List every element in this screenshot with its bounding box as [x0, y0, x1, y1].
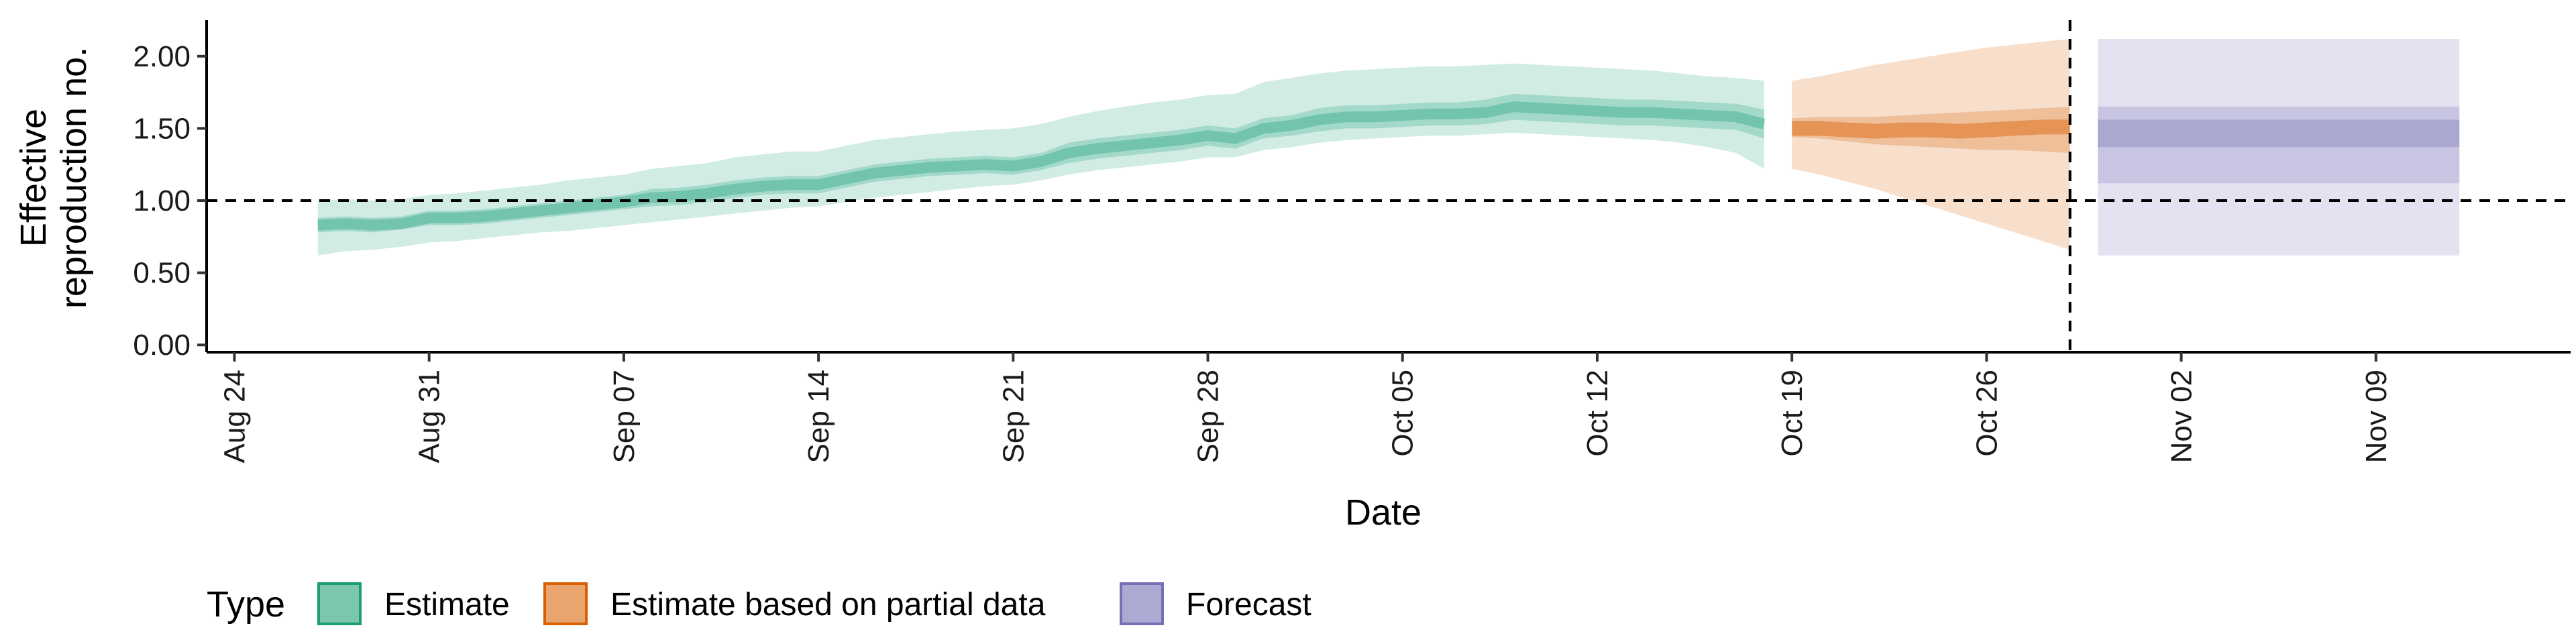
median-lines [317, 101, 2070, 231]
x-tick-label: Aug 24 [219, 370, 252, 463]
estimate-90-band [317, 63, 1764, 256]
legend-title: Type [207, 584, 285, 625]
x-axis-title: Date [1345, 492, 1421, 533]
x-tick-label: Sep 21 [997, 370, 1030, 463]
x-tick-label: Sep 07 [608, 370, 641, 463]
y-tick-label: 2.00 [133, 40, 191, 73]
partial-data-90-band [1792, 39, 2070, 250]
legend-key-forecast [1120, 582, 1164, 625]
estimate-median-line [317, 101, 1766, 231]
y-tick-label: 0.00 [133, 329, 191, 362]
y-tick-label: 0.50 [133, 257, 191, 290]
axes: 0.00 0.50 1.00 1.50 2.00 Aug 24 Aug 31 Sep 07 Se… [133, 20, 2571, 463]
y-axis-title: Effective reproduction no. [13, 47, 94, 309]
forecast-90-band [2098, 39, 2460, 256]
estimate-50-band [317, 93, 1764, 233]
x-tick-label: Oct 05 [1387, 370, 1419, 457]
x-tick-label: Aug 31 [413, 370, 446, 463]
forecast-50-band [2098, 107, 2460, 184]
legend-label-partial-data: Estimate based on partial data [610, 587, 1046, 623]
forecast-20-band [2098, 119, 2460, 148]
legend-key-estimate [317, 582, 362, 625]
x-tick-label: Nov 09 [2360, 370, 2393, 463]
y-tick-label: 1.00 [133, 184, 191, 217]
x-tick-label: Nov 02 [2165, 370, 2198, 463]
x-tick-label: Oct 26 [1970, 370, 2003, 457]
legend: Type Estimate Estimate based on partial … [207, 582, 1311, 625]
legend-key-partial-data [543, 582, 588, 625]
partial-data-50-band [1792, 107, 2070, 153]
y-axis-title-line-2: reproduction no. [54, 47, 94, 309]
y-axis-title-line-1: Effective [13, 109, 54, 247]
partial-data-median-line [1792, 119, 2070, 139]
legend-label-estimate: Estimate [384, 587, 510, 623]
legend-label-forecast: Forecast [1186, 587, 1311, 623]
uncertainty-bands [317, 39, 2460, 256]
x-tick-label: Sep 14 [802, 370, 835, 463]
x-tick-label: Oct 12 [1581, 370, 1614, 457]
y-tick-label: 1.50 [133, 112, 191, 145]
x-tick-label: Oct 19 [1776, 370, 1809, 457]
x-tick-label: Sep 28 [1192, 370, 1225, 463]
